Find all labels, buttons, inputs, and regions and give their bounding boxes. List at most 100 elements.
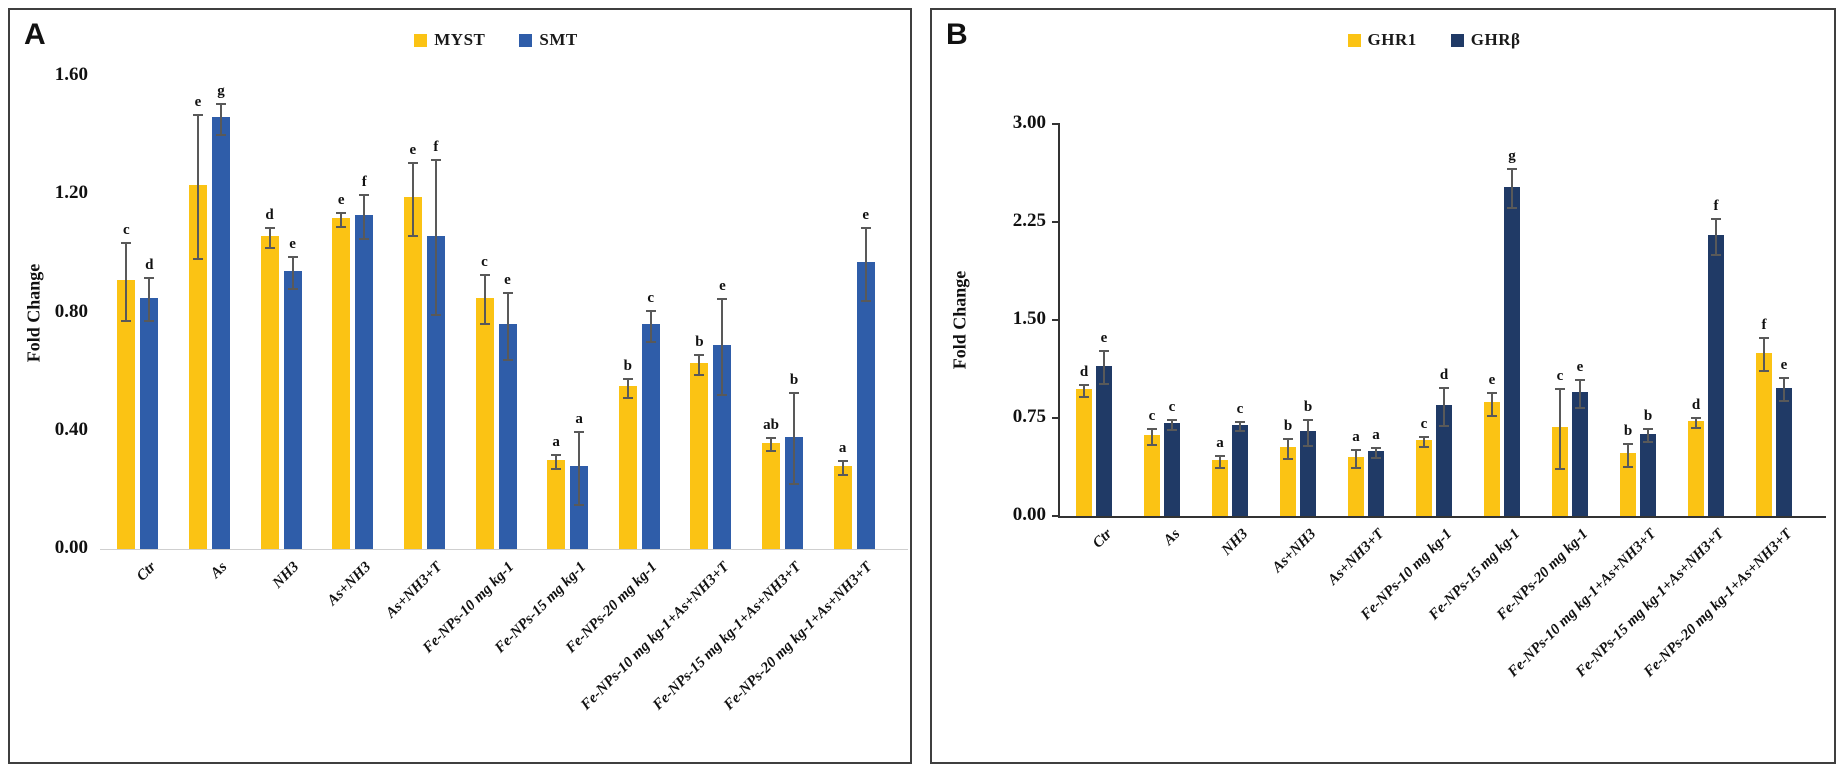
significance-letter: d xyxy=(1439,366,1449,383)
significance-letter: ab xyxy=(763,416,779,433)
significance-letter: e xyxy=(289,236,296,253)
significance-letter: c xyxy=(122,221,130,238)
error-bar xyxy=(264,226,275,249)
error-bar xyxy=(1779,377,1789,403)
error-bar xyxy=(1691,416,1701,429)
significance-letter: d xyxy=(145,257,154,274)
bar-myst-2 xyxy=(188,185,207,549)
y-tick-label: 1.60 xyxy=(54,64,88,85)
bar-smt-3 xyxy=(283,271,302,549)
error-bar xyxy=(1351,449,1361,470)
panel-b-legend: GHR1 GHRβ xyxy=(1060,30,1808,50)
significance-letter: f xyxy=(433,138,439,155)
significance-letter: a xyxy=(1372,426,1380,443)
error-bar xyxy=(1303,419,1313,447)
bar-ghrβ-4 xyxy=(1300,431,1316,516)
significance-letter: b xyxy=(1303,399,1313,416)
error-bar xyxy=(1099,350,1109,386)
error-bar xyxy=(430,158,441,317)
bar-ghrβ-11 xyxy=(1776,387,1792,516)
bar-ghr1-7 xyxy=(1484,402,1500,516)
significance-letter: e xyxy=(1576,358,1584,375)
y-tick-label: 3.00 xyxy=(1012,112,1046,133)
error-bar xyxy=(1235,420,1245,433)
significance-letter: e xyxy=(409,141,417,158)
error-bar xyxy=(860,226,871,302)
x-axis-label: Ctr xyxy=(133,559,160,585)
error-bar xyxy=(479,274,490,326)
significance-letter: a xyxy=(838,440,847,457)
significance-letter: a xyxy=(575,410,583,427)
y-tick-mark xyxy=(1052,221,1060,223)
bar-ghr1-1 xyxy=(1076,389,1092,516)
significance-letter: e xyxy=(337,191,345,208)
bar-ghr1-4 xyxy=(1280,446,1296,516)
bar-smt-1 xyxy=(140,297,159,549)
y-tick-mark xyxy=(1052,515,1060,517)
error-bar xyxy=(502,291,513,361)
significance-letter: a xyxy=(552,434,560,451)
significance-letter: g xyxy=(1508,148,1516,165)
bar-ghrβ-5 xyxy=(1368,450,1384,516)
error-bar xyxy=(766,436,777,453)
bar-ghr1-10 xyxy=(1688,420,1704,516)
bar-myst-4 xyxy=(332,217,351,549)
legend-entry-myst: MYST xyxy=(414,30,485,50)
y-tick-mark xyxy=(1052,319,1060,321)
legend-label: GHR1 xyxy=(1367,30,1417,49)
error-bar xyxy=(1283,437,1293,460)
significance-letter: e xyxy=(862,206,870,223)
bar-ghr1-3 xyxy=(1212,459,1228,516)
bar-ghrβ-10 xyxy=(1708,235,1724,516)
legend-entry-ghr1: GHR1 xyxy=(1347,30,1417,50)
bar-smt-8 xyxy=(641,324,660,549)
significance-letter: c xyxy=(1236,400,1244,417)
error-bar xyxy=(1487,391,1497,417)
significance-letter: c xyxy=(647,289,655,306)
significance-letter: e xyxy=(504,271,511,288)
significance-letter: e xyxy=(1488,371,1496,388)
bar-myst-1 xyxy=(117,279,136,549)
significance-letter: d xyxy=(1079,364,1089,381)
significance-letter: b xyxy=(623,357,632,374)
error-bar xyxy=(1711,218,1721,257)
significance-letter: g xyxy=(217,82,225,99)
bar-ghrβ-8 xyxy=(1572,391,1588,516)
x-axis-label: NH3 xyxy=(269,559,303,592)
legend-entry-smt: SMT xyxy=(519,30,577,50)
error-bar xyxy=(622,377,633,400)
significance-letter: e xyxy=(719,277,726,294)
panel-a: A MYST SMT Fold Change 0.00 0.40 0.80 1.20 1.… xyxy=(8,8,912,764)
y-tick-label: 1.50 xyxy=(1012,308,1046,329)
y-tick-label: 1.20 xyxy=(54,182,88,204)
significance-letter: d xyxy=(265,206,274,223)
legend-label: MYST xyxy=(434,30,486,49)
error-bar xyxy=(1079,384,1089,399)
bar-ghr1-5 xyxy=(1348,457,1364,516)
legend-swatch-icon xyxy=(519,33,533,47)
significance-letter: f xyxy=(361,174,367,191)
error-bar xyxy=(359,194,370,240)
x-axis-label: As xyxy=(208,559,231,582)
y-tick-label: 0.40 xyxy=(54,418,88,440)
error-bar xyxy=(287,256,298,290)
error-bar xyxy=(1215,454,1225,470)
panel-b-y-axis-title: Fold Change xyxy=(949,270,970,370)
error-bar xyxy=(645,309,656,344)
significance-letter: e xyxy=(194,94,202,111)
significance-letter: b xyxy=(1643,408,1653,425)
bar-myst-6 xyxy=(475,297,494,549)
x-axis-label: Fe-NPs-10 mg kg-1+As+NH3+T xyxy=(577,559,733,714)
significance-letter: c xyxy=(1420,416,1428,433)
legend-label: GHRβ xyxy=(1470,30,1521,49)
error-bar xyxy=(1643,428,1653,443)
error-bar xyxy=(1623,442,1633,468)
bar-ghr1-11 xyxy=(1756,352,1772,516)
error-bar xyxy=(1167,419,1177,432)
bar-smt-6 xyxy=(498,324,517,549)
panel-b: B GHR1 GHRβ Fold Change 0.00 0.75 1.50 2.25 3… xyxy=(930,8,1836,764)
y-tick-label: 0.80 xyxy=(54,300,88,322)
bar-myst-11 xyxy=(833,466,852,549)
error-bar xyxy=(574,430,585,506)
